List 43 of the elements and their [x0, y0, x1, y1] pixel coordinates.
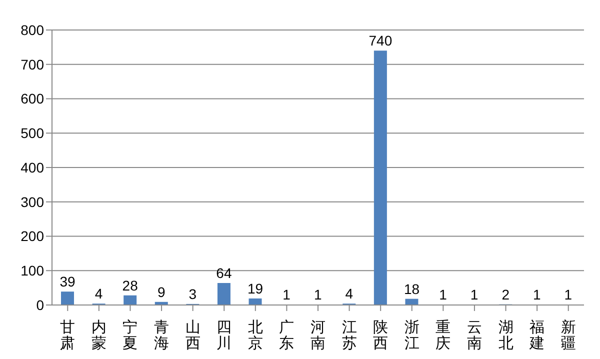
x-tick-label: 内蒙: [91, 318, 106, 352]
x-tick-label: 福建: [528, 318, 545, 352]
data-label: 3: [188, 286, 197, 302]
data-label: 1: [564, 286, 572, 303]
data-label: 1: [439, 286, 448, 303]
data-label: 19: [247, 280, 264, 296]
x-tick-label: 陕西: [373, 318, 388, 352]
x-tick-label: 四川: [216, 318, 232, 352]
data-label: 18: [404, 280, 420, 297]
y-tick-label: 500: [20, 125, 44, 142]
x-tick-label: 河南: [310, 318, 326, 352]
x-tick-label: 宁夏: [122, 318, 138, 352]
data-label: 64: [216, 265, 232, 281]
data-label: 1: [533, 286, 542, 303]
x-tick-label: 浙江: [404, 318, 420, 352]
data-label: 1: [282, 286, 291, 303]
data-label: 28: [122, 277, 138, 294]
x-tick-label: 云南: [466, 318, 482, 352]
data-label: 1: [470, 286, 478, 303]
y-tick-label: 0: [36, 296, 44, 313]
x-tick-label: 广东: [279, 318, 294, 352]
y-tick-label: 300: [20, 194, 44, 210]
y-tick-label: 200: [20, 228, 44, 244]
y-tick-label: 600: [20, 90, 44, 107]
data-label: 4: [94, 286, 103, 302]
data-label: 39: [60, 274, 76, 290]
y-tick-label: 400: [20, 159, 44, 176]
x-tick-label: 新疆: [560, 318, 576, 352]
data-label: 9: [157, 284, 166, 300]
x-tick-label: 湖北: [498, 318, 514, 352]
x-tick-label: 山西: [185, 318, 200, 352]
x-tick-label: 江苏: [342, 318, 357, 352]
y-tick-label: 800: [20, 22, 44, 38]
y-tick-label: 100: [20, 262, 44, 279]
data-label: 740: [368, 32, 392, 49]
data-label: 4: [345, 286, 354, 302]
x-tick-label: 青海: [154, 318, 170, 352]
data-label: 2: [502, 286, 510, 302]
x-tick-label: 甘肃: [60, 318, 76, 352]
x-tick-label: 北京: [248, 318, 263, 352]
y-tick-label: 700: [20, 56, 44, 72]
x-tick-label: 重庆: [436, 318, 451, 352]
data-label: 1: [314, 286, 322, 303]
